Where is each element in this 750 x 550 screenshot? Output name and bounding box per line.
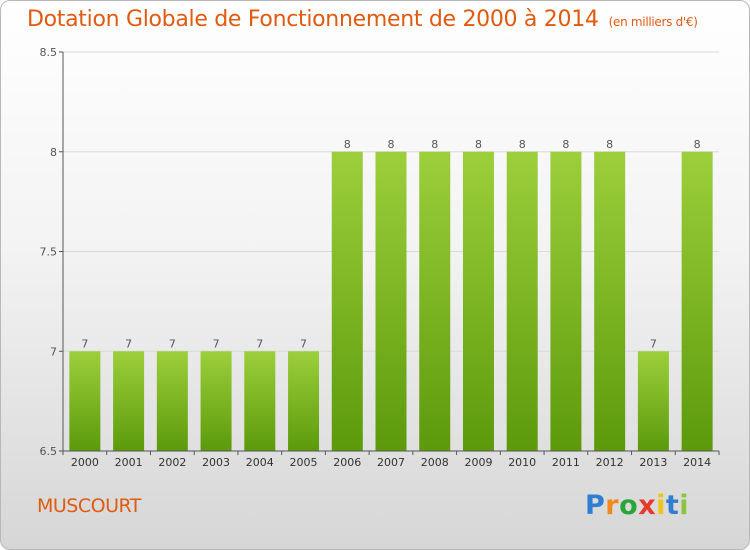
logo-letter: x (638, 490, 657, 521)
y-tick-label: 7 (50, 345, 57, 358)
bars-layer: 7 7 7 7 7 7 8 8 8 8 8 8 8 7 8 (69, 138, 713, 451)
bar (681, 151, 713, 451)
bar (375, 151, 407, 451)
bar (156, 351, 188, 451)
x-tick-label: 2003 (202, 456, 230, 469)
data-label: 7 (81, 337, 88, 350)
data-label: 7 (256, 337, 263, 350)
data-label: 8 (475, 138, 482, 151)
data-label: 7 (213, 337, 220, 350)
bar (594, 151, 626, 451)
chart-title: Dotation Globale de Fonctionnement de 20… (27, 7, 698, 32)
bar (506, 151, 538, 451)
x-tick-label: 2005 (290, 456, 318, 469)
data-label: 7 (300, 337, 307, 350)
bar (244, 351, 276, 451)
x-tick-label: 2001 (115, 456, 143, 469)
y-tick-label: 7.5 (40, 246, 58, 259)
data-label: 8 (519, 138, 526, 151)
data-label: 7 (650, 337, 657, 350)
data-label: 7 (169, 337, 176, 350)
data-label: 8 (694, 138, 701, 151)
x-tick-label: 2013 (639, 456, 667, 469)
data-label: 7 (125, 337, 132, 350)
logo-letter: i (679, 490, 690, 521)
bar (637, 351, 669, 451)
x-tick-label: 2009 (464, 456, 492, 469)
data-label: 8 (344, 138, 351, 151)
y-tick-label: 8 (50, 146, 57, 159)
x-tick-label: 2007 (377, 456, 405, 469)
chart-subtitle: (en milliers d'€) (608, 15, 698, 29)
x-tick-label: 2012 (596, 456, 624, 469)
x-tick-label: 2000 (71, 456, 99, 469)
proxiti-logo: Proxiti (585, 490, 689, 521)
logo-letter: P (585, 490, 606, 521)
x-tick-label: 2002 (158, 456, 186, 469)
bar (462, 151, 494, 451)
axis-layer: 6.5 7 7.5 8 8.5 2000 2001 2002 2003 2004 2005 2006 2… (40, 46, 720, 469)
logo-letter: o (619, 490, 639, 521)
commune-name: MUSCOURT (37, 495, 141, 517)
bar (200, 351, 232, 451)
bar (113, 351, 145, 451)
bar (69, 351, 101, 451)
bar (550, 151, 582, 451)
bar (419, 151, 451, 451)
x-tick-label: 2010 (508, 456, 536, 469)
x-tick-label: 2004 (246, 456, 274, 469)
x-tick-label: 2011 (552, 456, 580, 469)
bar (331, 151, 363, 451)
y-tick-label: 6.5 (40, 445, 58, 458)
logo-letter: r (605, 490, 620, 521)
x-tick-label: 2006 (333, 456, 361, 469)
data-label: 8 (562, 138, 569, 151)
logo-letter: t (665, 490, 680, 521)
data-label: 8 (606, 138, 613, 151)
y-tick-label: 8.5 (40, 46, 58, 59)
logo-letter: i (656, 490, 666, 521)
bar (288, 351, 320, 451)
x-tick-label: 2014 (683, 456, 711, 469)
x-tick-label: 2008 (421, 456, 449, 469)
data-label: 8 (431, 138, 438, 151)
data-label: 8 (388, 138, 395, 151)
